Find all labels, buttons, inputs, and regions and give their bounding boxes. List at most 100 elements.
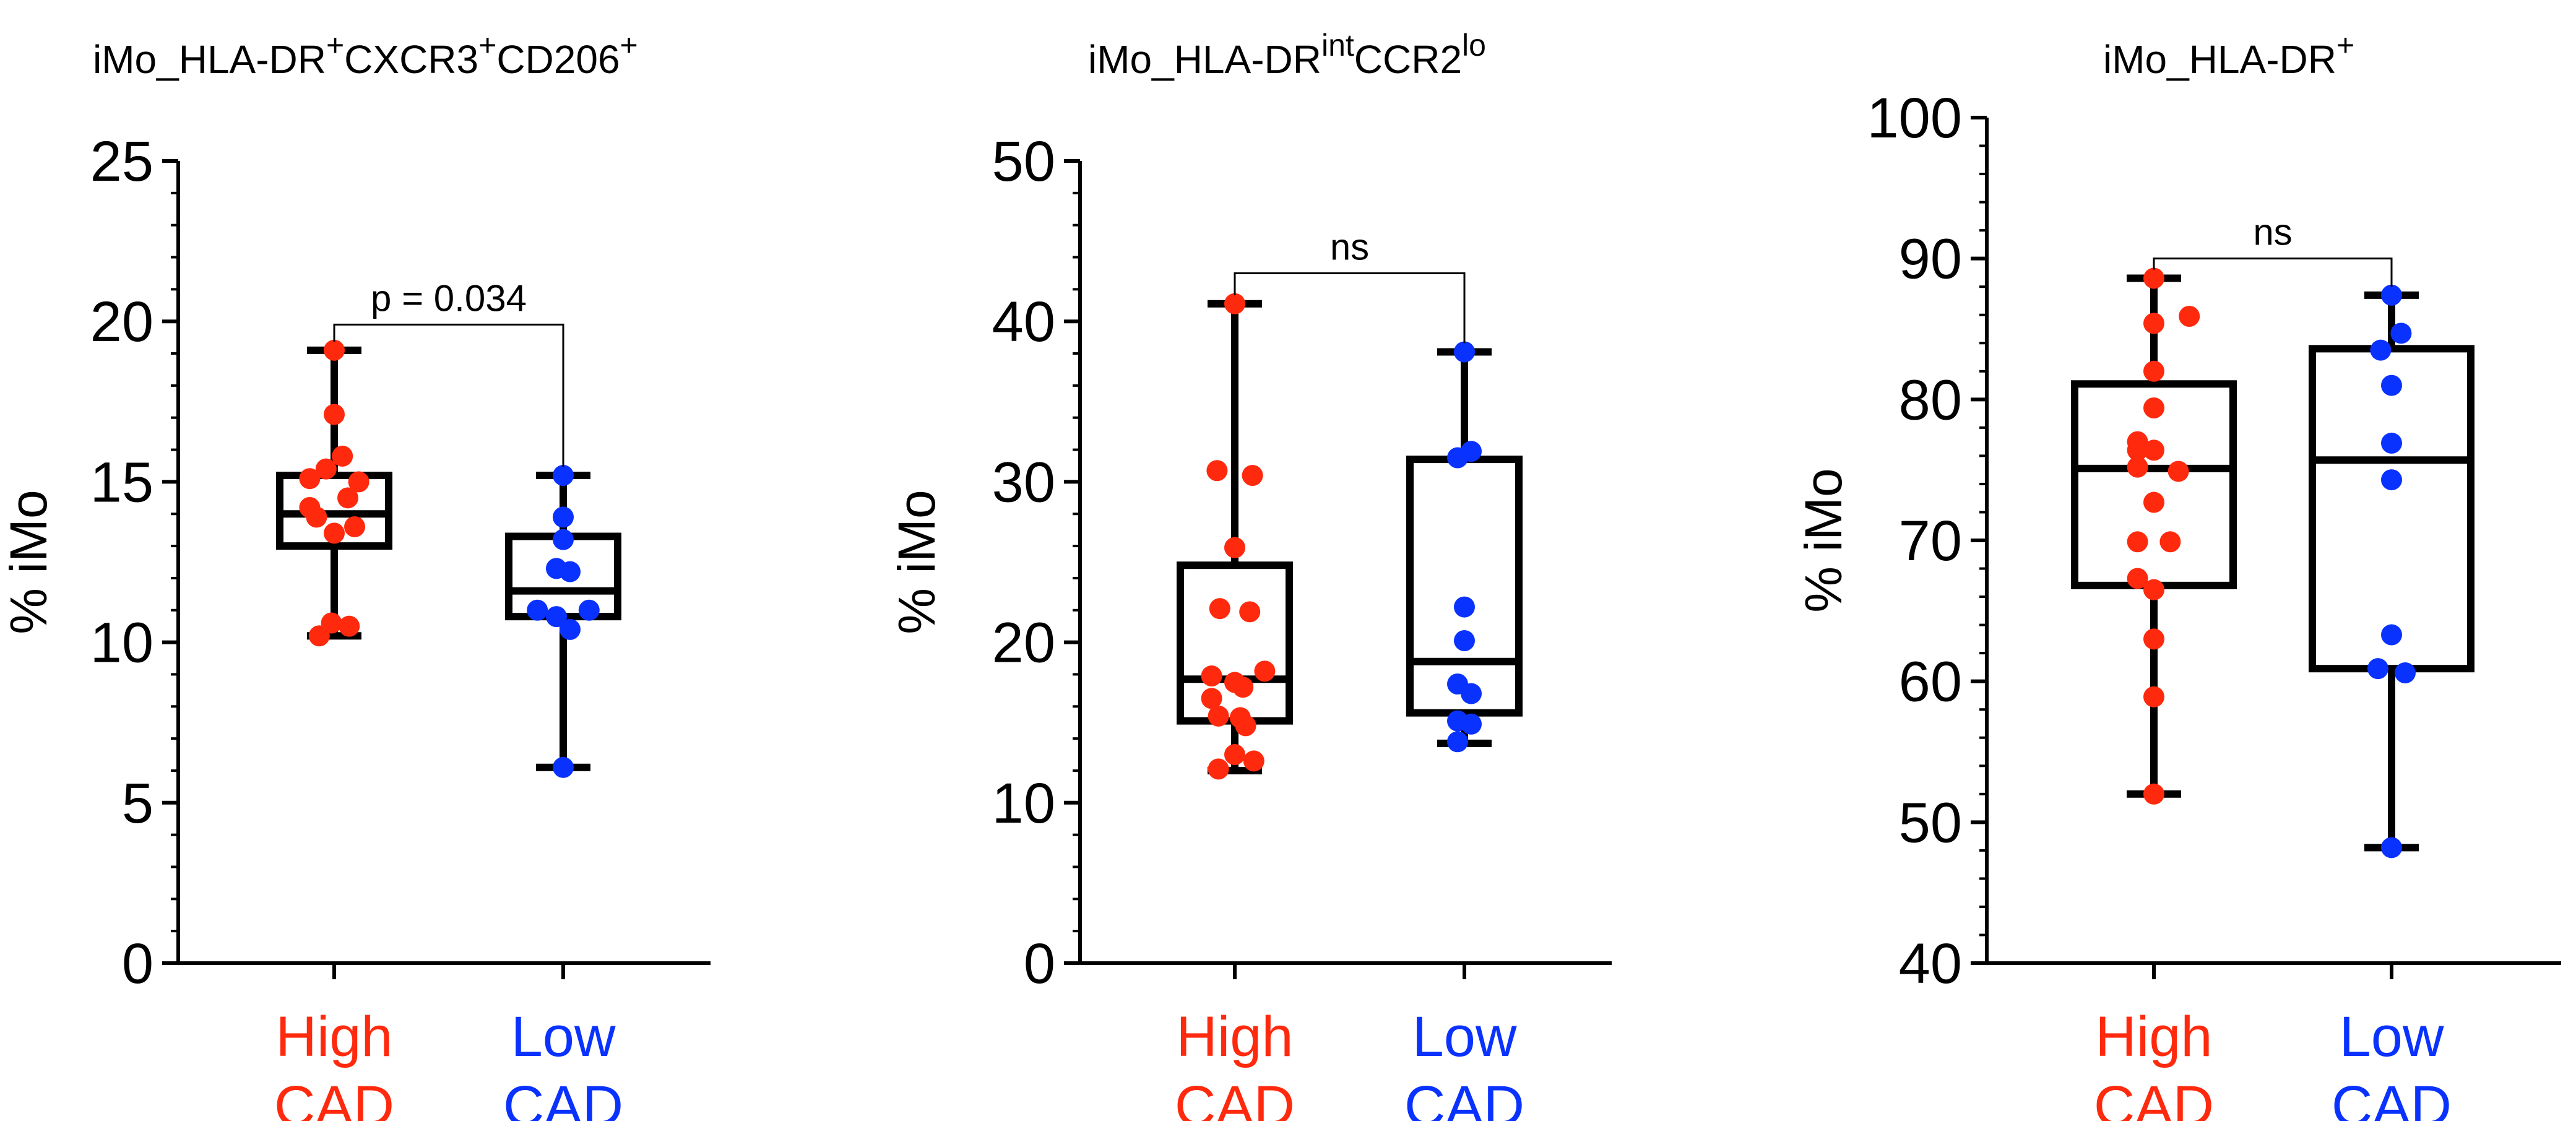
x-category-label-line1: Low (511, 1005, 616, 1068)
data-point (306, 506, 327, 528)
data-point (2381, 624, 2402, 646)
data-point (1208, 705, 1229, 727)
data-point (2381, 432, 2402, 454)
title-superscript: + (2336, 28, 2354, 63)
y-tick-label: 15 (90, 451, 153, 514)
data-point (2127, 531, 2148, 553)
y-tick-label: 50 (1899, 791, 1962, 854)
y-tick-label: 60 (1899, 651, 1962, 714)
significance-label: ns (2253, 212, 2292, 253)
data-point (1224, 744, 1245, 766)
data-point (2159, 531, 2181, 553)
x-category-label-line1: High (1176, 1005, 1293, 1068)
title-segment: CD206 (496, 37, 620, 82)
data-point (2127, 568, 2148, 589)
chart-title: iMo_HLA-DR+ (2103, 28, 2354, 82)
data-point (1224, 537, 1245, 558)
data-point (1242, 465, 1263, 487)
title-superscript: + (478, 28, 496, 63)
y-axis-label: % iMo (0, 490, 58, 634)
data-point (299, 468, 321, 490)
data-point (2143, 579, 2164, 600)
x-category-label-line2: CAD (1404, 1075, 1524, 1121)
box-iqr (2309, 345, 2474, 673)
x-category-label-line1: High (275, 1005, 392, 1068)
x-category-label-line2: CAD (503, 1075, 623, 1121)
data-point (1209, 598, 1230, 620)
data-point (339, 615, 360, 637)
y-tick-label: 100 (1867, 87, 1963, 150)
y-tick-label: 10 (992, 772, 1055, 835)
data-point (2143, 491, 2164, 513)
series-high-cad (276, 339, 392, 647)
title-segment: CXCR3 (344, 37, 478, 82)
x-category-label-line1: Low (1412, 1005, 1517, 1068)
data-point (2168, 461, 2189, 482)
y-tick-label: 25 (90, 130, 153, 193)
data-point (2395, 662, 2416, 684)
data-point (321, 612, 342, 634)
data-point (578, 599, 600, 621)
data-point (1447, 731, 1468, 753)
data-point (2179, 306, 2200, 327)
data-point (2143, 686, 2164, 708)
data-point (2370, 339, 2392, 361)
data-point (2143, 628, 2164, 650)
y-tick-label: 20 (992, 612, 1055, 675)
data-point (324, 522, 345, 544)
data-point (337, 487, 358, 509)
x-category-label-line2: CAD (2094, 1075, 2214, 1121)
title-segment: iMo_HLA-DR (2103, 37, 2336, 82)
data-point (2390, 322, 2412, 344)
series-low-cad (2309, 284, 2474, 859)
x-category-label-line2: CAD (1175, 1075, 1295, 1121)
significance-bracket (1234, 272, 1466, 344)
y-axis-label: % iMo (1794, 468, 1852, 612)
data-point (1461, 441, 1482, 462)
title-superscript: int (1321, 28, 1354, 63)
y-tick-label: 40 (1899, 932, 1962, 995)
data-point (1232, 677, 1254, 698)
data-point (324, 404, 345, 425)
data-point (553, 529, 574, 550)
data-point (2143, 313, 2164, 334)
y-tick-label: 30 (992, 451, 1055, 514)
data-point (1461, 683, 1482, 704)
series-high-cad (1177, 293, 1293, 780)
data-point (1254, 660, 1276, 682)
data-point (2143, 267, 2164, 289)
significance-label: ns (1330, 226, 1369, 267)
chart-title: iMo_HLA-DR+CXCR3+CD206+ (93, 28, 638, 82)
data-point (2381, 374, 2402, 396)
data-point (1235, 715, 1256, 737)
data-point (2143, 439, 2164, 461)
data-point (2127, 456, 2148, 478)
data-point (348, 471, 370, 493)
data-point (1461, 713, 1482, 735)
y-tick-label: 40 (992, 290, 1055, 353)
data-point (527, 599, 548, 621)
x-category-label-line1: Low (2340, 1005, 2444, 1068)
data-point (1454, 596, 1475, 618)
data-point (1454, 341, 1475, 363)
y-tick-label: 0 (1024, 932, 1055, 995)
data-point (2143, 783, 2164, 805)
x-category-label-line2: CAD (274, 1075, 394, 1121)
series-low-cad (1406, 341, 1523, 753)
data-point (1201, 665, 1222, 687)
title-superscript: + (620, 28, 638, 63)
data-point (2127, 439, 2148, 461)
data-point (2143, 360, 2164, 382)
data-point (2381, 837, 2402, 859)
y-tick-label: 80 (1899, 368, 1962, 431)
data-point (1208, 758, 1229, 780)
y-tick-label: 0 (122, 932, 153, 995)
y-tick-label: 90 (1899, 228, 1962, 291)
significance-label: p = 0.034 (371, 277, 527, 319)
data-point (324, 339, 345, 361)
series-high-cad (2071, 267, 2237, 805)
x-category-label-line2: CAD (2332, 1075, 2452, 1121)
